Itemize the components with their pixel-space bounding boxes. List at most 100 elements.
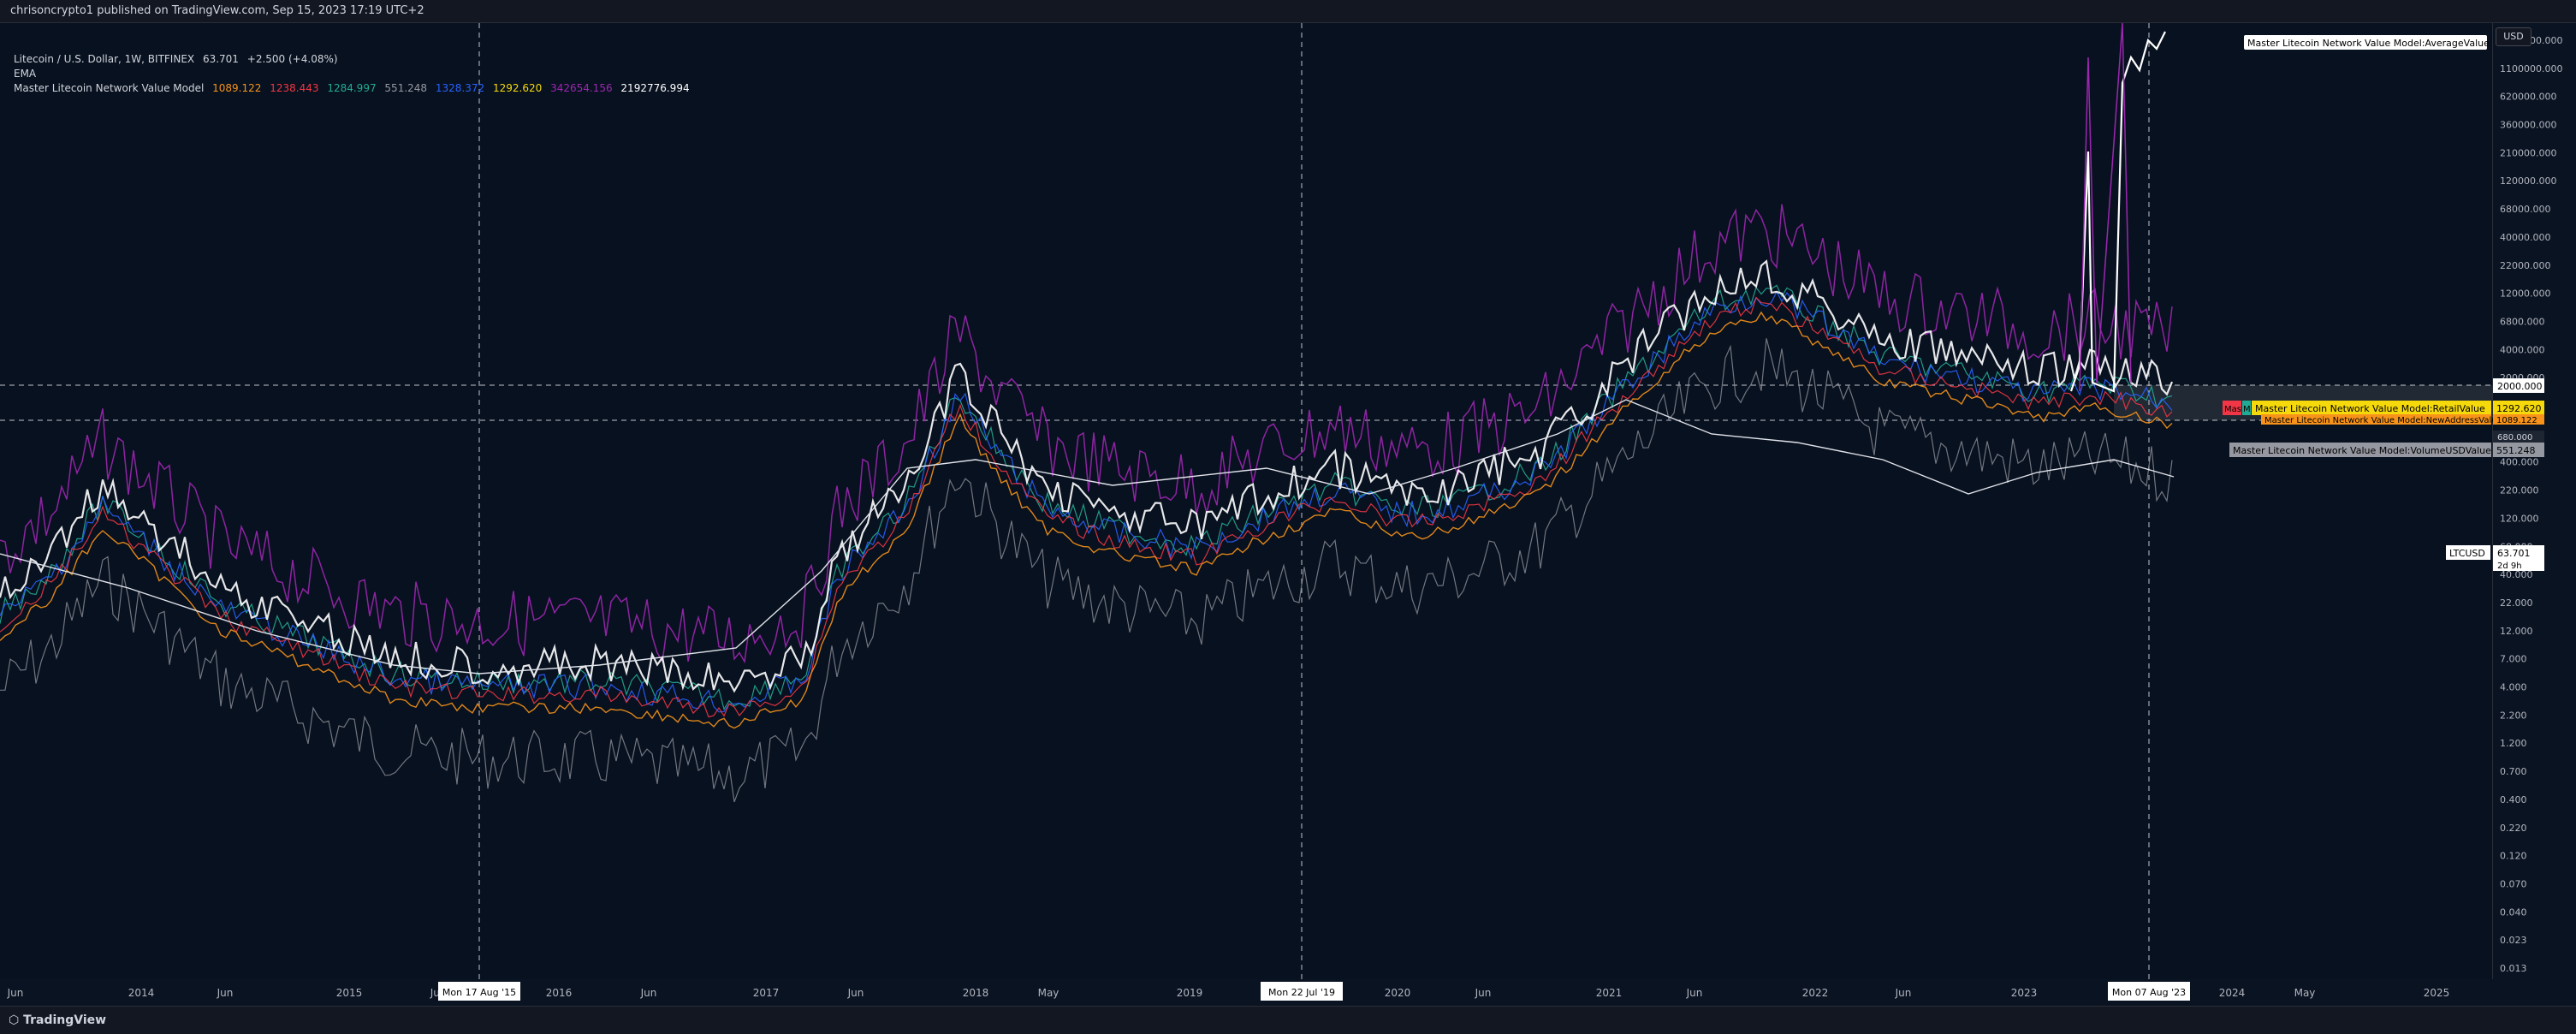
price-tick-label: 0.220 — [2500, 823, 2527, 834]
retail-value-num: 1292.620 — [2496, 403, 2542, 414]
time-tick-label: Jun — [640, 987, 657, 999]
time-tick-label: Jun — [1686, 987, 1703, 999]
time-tick-label: 2019 — [1177, 987, 1203, 999]
series-orange — [0, 311, 2173, 729]
legend-change: +2.500 (+4.08%) — [246, 53, 338, 65]
price-tick-label: 0.120 — [2500, 851, 2527, 862]
level-2000-text: 2000.000 — [2497, 381, 2543, 392]
tradingview-logo[interactable]: ⬡ TradingView — [9, 1013, 106, 1027]
published-header: chrisoncrypto1 published on TradingView.… — [0, 0, 2576, 23]
price-tick-label: 0.023 — [2500, 935, 2527, 946]
price-tick-label: 620000.000 — [2500, 92, 2556, 103]
legend-symbol-row: Litecoin / U.S. Dollar, 1W, BITFINEX 63.… — [14, 52, 695, 67]
volume-value-label: Master Litecoin Network Value Model:Volu… — [2229, 443, 2544, 457]
legend-price: 63.701 — [202, 53, 239, 65]
price-axis[interactable]: 1700000.0001100000.000620000.000360000.0… — [2493, 23, 2576, 979]
time-tick-label: 2016 — [546, 987, 573, 999]
time-tick-label: 2024 — [2219, 987, 2246, 999]
time-axis[interactable]: Jun 2014 Jun 2015 Jul 2016 Jun 2017 Jun 2018 May 20… — [0, 980, 2492, 1006]
time-tick-label: May — [2294, 987, 2316, 999]
price-tick-label: 120.000 — [2500, 513, 2539, 524]
time-tick-label: Jun — [7, 987, 24, 999]
price-tick-label: 12.000 — [2500, 626, 2533, 637]
series-red — [0, 296, 2173, 718]
crosshair-date-label: Mon 07 Aug '23 — [2108, 982, 2190, 1001]
retail-badge: Mast — [2224, 405, 2245, 414]
legend-model-value-6: 342654.156 — [550, 82, 613, 94]
average-value-label: Master Litecoin Network Value Model:Aver… — [2244, 35, 2490, 50]
price-tick-label: 22000.000 — [2500, 260, 2551, 271]
time-tick-label: Jun — [217, 987, 234, 999]
ltcusd-countdown: 2d 9h — [2497, 562, 2522, 571]
time-tick-label: 2015 — [336, 987, 363, 999]
price-tick-label: 6800.000 — [2500, 316, 2545, 327]
partial-680-text: 680.000 — [2497, 433, 2532, 443]
new-address-value-label: Master Litecoin Network Value Model:NewA… — [2261, 414, 2544, 425]
retail-badge2: M — [2243, 405, 2251, 414]
series-purple-spike — [2079, 22, 2132, 392]
chart-canvas[interactable] — [0, 22, 2492, 979]
price-tick-label: 40000.000 — [2500, 232, 2551, 243]
price-tick-label: 40.000 — [2500, 569, 2533, 580]
price-tick-label: 0.400 — [2500, 794, 2527, 805]
series-white — [0, 259, 2174, 693]
legend-model-value-5: 1292.620 — [492, 82, 543, 94]
time-tick-label: May — [1038, 987, 1059, 999]
partial-680-label: 680.000 — [2493, 431, 2544, 443]
price-tick-label: 2.200 — [2500, 710, 2527, 721]
crosshair-date-label: Mon 17 Aug '15 — [438, 982, 520, 1001]
series-purple — [0, 204, 2173, 664]
price-tick-label: 1.200 — [2500, 738, 2527, 749]
ltcusd-price-label: LTCUSD 63.701 2d 9h — [2446, 545, 2544, 571]
price-tick-label: 4.000 — [2500, 682, 2527, 693]
price-tick-label: 210000.000 — [2500, 147, 2556, 158]
time-tick-label: 2025 — [2424, 987, 2450, 999]
published-text: chrisoncrypto1 published on TradingView.… — [10, 4, 424, 17]
series-ltcusd-price — [0, 399, 2175, 674]
price-tick-label: 220.000 — [2500, 485, 2539, 496]
level-2000-label: 2000.000 — [2493, 378, 2544, 393]
time-tick-label: 2014 — [128, 987, 155, 999]
svg-text:Mon 17 Aug '15: Mon 17 Aug '15 — [442, 987, 516, 998]
legend-model-value-0: 1089.122 — [212, 82, 262, 94]
price-tick-label: 7.000 — [2500, 654, 2527, 665]
price-tick-label: 68000.000 — [2500, 204, 2551, 215]
tradingview-logo-icon: ⬡ — [9, 1013, 24, 1027]
price-label-overlay: Master Litecoin Network Value Model:Aver… — [2223, 35, 2544, 571]
price-tick-label: 0.070 — [2500, 878, 2527, 889]
price-tick-label: 400.000 — [2500, 457, 2539, 468]
volume-value-text: Master Litecoin Network Value Model:Volu… — [2233, 445, 2491, 456]
time-tick-label: Jun — [847, 987, 864, 999]
price-tick-label: 0.013 — [2500, 963, 2527, 974]
currency-selector[interactable]: USD — [2496, 27, 2531, 46]
series-blue — [0, 290, 2173, 713]
price-tick-label: 1100000.000 — [2500, 63, 2562, 74]
footer-bar: ⬡ TradingView — [0, 1006, 2576, 1034]
time-tick-label: 2021 — [1596, 987, 1623, 999]
series-volume-usd — [0, 338, 2173, 803]
crosshair-date-label: Mon 22 Jul '19 — [1261, 982, 1343, 1001]
volume-value-num: 551.248 — [2496, 445, 2536, 456]
time-tick-label: Jun — [1475, 987, 1492, 999]
chart-area[interactable]: Litecoin / U.S. Dollar, 1W, BITFINEX 63.… — [0, 22, 2493, 979]
legend-model-name: Master Litecoin Network Value Model — [14, 82, 205, 94]
tradingview-brand: TradingView — [23, 1013, 107, 1027]
legend-model-value-4: 1328.372 — [435, 82, 485, 94]
legend-ema-row: EMA — [14, 67, 695, 81]
series-green — [0, 284, 2173, 710]
legend-model-value-3: 551.248 — [384, 82, 428, 94]
price-tick-label: 360000.000 — [2500, 120, 2556, 131]
time-axis-canvas: Jun 2014 Jun 2015 Jul 2016 Jun 2017 Jun 2018 May 20… — [7, 982, 2450, 1001]
price-tick-label: 4000.000 — [2500, 344, 2545, 355]
legend-symbol: Litecoin / U.S. Dollar, 1W, BITFINEX — [14, 53, 195, 65]
legend-model-row: Master Litecoin Network Value Model 1089… — [14, 81, 695, 96]
series-layer — [0, 22, 2175, 803]
time-tick-label: 2018 — [963, 987, 989, 999]
price-tick-label: 120000.000 — [2500, 175, 2556, 187]
average-value-text: Master Litecoin Network Value Model:Aver… — [2247, 38, 2490, 49]
ltcusd-label-text: LTCUSD — [2449, 548, 2485, 559]
time-tick-label: 2022 — [1802, 987, 1829, 999]
ltcusd-price-text: 63.701 — [2497, 548, 2531, 559]
time-tick-label: 2017 — [753, 987, 780, 999]
retail-value-text: Master Litecoin Network Value Model:Reta… — [2255, 403, 2485, 414]
